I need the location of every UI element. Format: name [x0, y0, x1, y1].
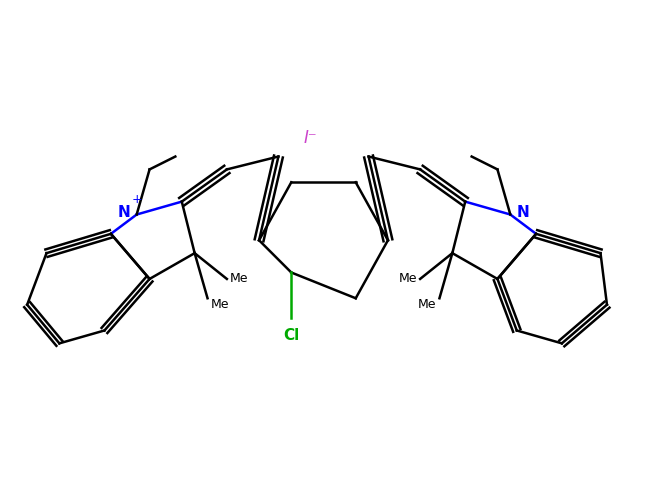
Text: I⁻: I⁻ — [304, 129, 318, 147]
Text: Me: Me — [211, 297, 229, 310]
Text: Me: Me — [418, 297, 436, 310]
Text: Me: Me — [399, 272, 417, 285]
Text: Cl: Cl — [283, 327, 300, 343]
Text: N: N — [517, 204, 530, 219]
Text: N: N — [117, 204, 130, 219]
Text: +: + — [131, 192, 142, 205]
Text: Me: Me — [230, 272, 248, 285]
